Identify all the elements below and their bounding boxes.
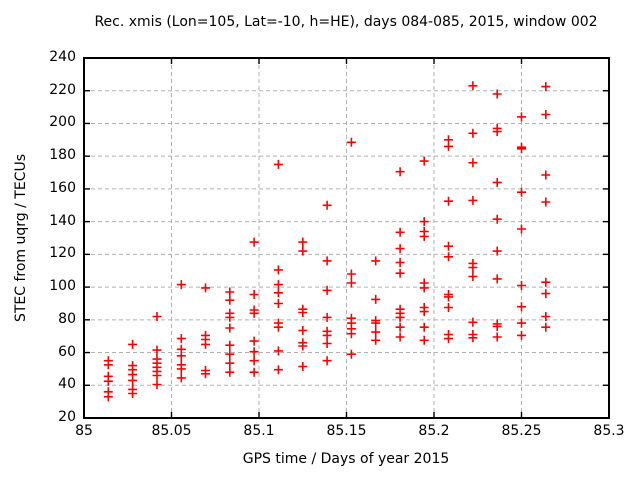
y-tick-label: 20: [58, 409, 76, 425]
x-tick-label: 85.2: [418, 423, 450, 439]
x-tick-label: 85.1: [243, 423, 275, 439]
x-tick-label: 85.15: [326, 423, 367, 439]
x-tick-label: 85.3: [593, 423, 625, 439]
x-axis-label: GPS time / Days of year 2015: [242, 451, 450, 467]
y-tick-label: 120: [49, 245, 76, 262]
y-tick-label: 200: [49, 114, 76, 131]
y-tick-label: 140: [49, 212, 76, 229]
data-point-markers: [103, 81, 551, 402]
x-tick-label: 85: [75, 423, 93, 439]
x-tick-label: 85.25: [501, 423, 542, 439]
y-tick-label: 100: [49, 278, 76, 295]
axis-ticks: [83, 57, 610, 419]
x-tick-label: 85.05: [151, 423, 192, 439]
y-tick-label: 220: [49, 81, 76, 98]
scatter-points: [103, 81, 551, 402]
y-tick-label: 60: [58, 343, 76, 360]
grid-lines: [84, 58, 609, 418]
chart-title: Rec. xmis (Lon=105, Lat=-10, h=HE), days…: [94, 14, 598, 30]
y-tick-label: 80: [58, 310, 76, 327]
plot-border: [83, 57, 610, 419]
y-tick-label: 240: [49, 49, 76, 65]
y-tick-label: 40: [58, 376, 76, 393]
y-tick-label: 180: [49, 147, 76, 164]
y-tick-label: 160: [49, 179, 76, 196]
